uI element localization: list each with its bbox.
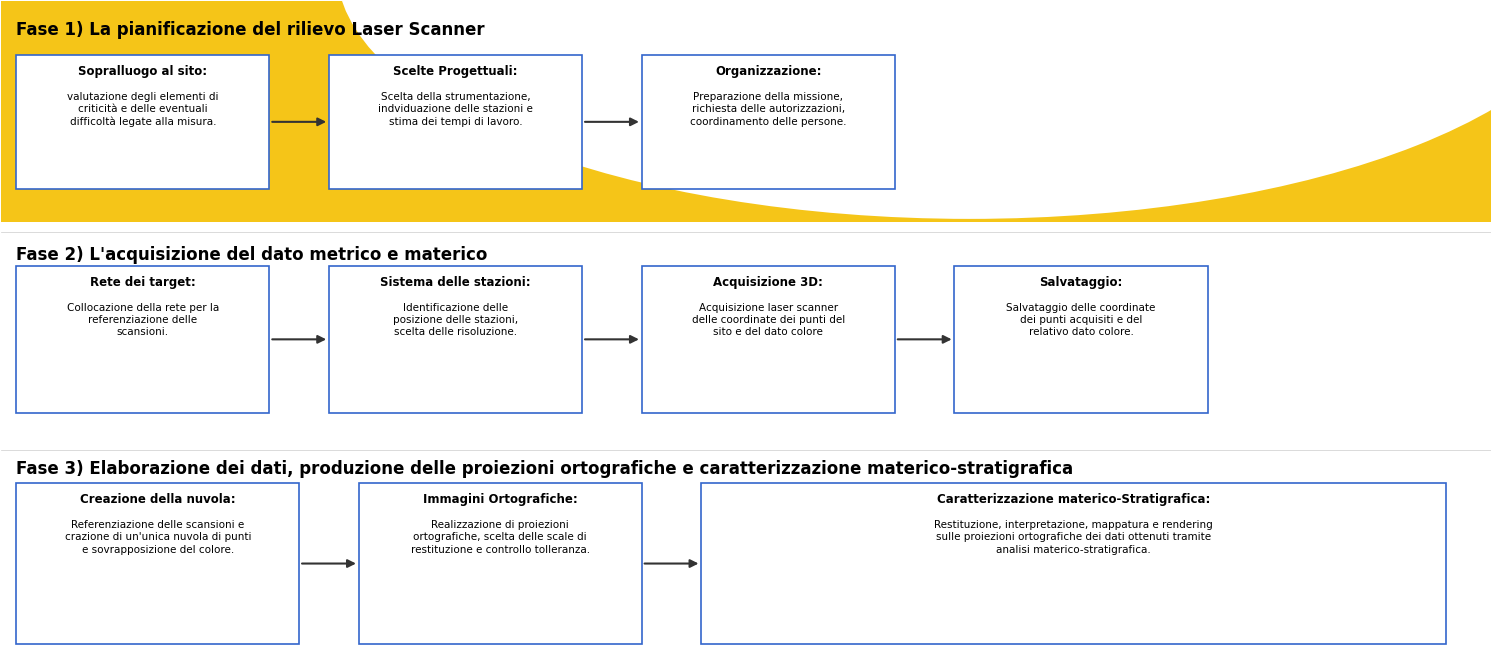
Text: Acquisizione 3D:: Acquisizione 3D:: [713, 276, 824, 289]
FancyBboxPatch shape: [330, 55, 582, 189]
Text: Restituzione, interpretazione, mappatura e rendering
sulle proiezioni ortografic: Restituzione, interpretazione, mappatura…: [934, 520, 1213, 555]
Text: Collocazione della rete per la
referenziazione delle
scansioni.: Collocazione della rete per la referenzi…: [67, 302, 219, 337]
FancyBboxPatch shape: [358, 483, 642, 644]
Text: Fase 2) L'acquisizione del dato metrico e materico: Fase 2) L'acquisizione del dato metrico …: [16, 246, 488, 263]
Text: Fase 3) Elaborazione dei dati, produzione delle proiezioni ortografiche e caratt: Fase 3) Elaborazione dei dati, produzion…: [16, 460, 1073, 478]
FancyBboxPatch shape: [330, 265, 582, 413]
Text: Caratterizzazione materico-Stratigrafica:: Caratterizzazione materico-Stratigrafica…: [937, 493, 1210, 506]
Text: Scelte Progettuali:: Scelte Progettuali:: [394, 65, 518, 78]
Text: Preparazione della missione,
richiesta delle autorizzazioni,
coordinamento delle: Preparazione della missione, richiesta d…: [691, 92, 846, 126]
Text: Referenziazione delle scansioni e
crazione di un'unica nuvola di punti
e sovrapp: Referenziazione delle scansioni e crazio…: [64, 520, 251, 555]
Text: Salvataggio delle coordinate
dei punti acquisiti e del
relativo dato colore.: Salvataggio delle coordinate dei punti a…: [1007, 302, 1156, 337]
FancyBboxPatch shape: [1, 1, 1491, 222]
FancyBboxPatch shape: [16, 483, 300, 644]
FancyBboxPatch shape: [16, 55, 270, 189]
Text: Sopralluogo al sito:: Sopralluogo al sito:: [78, 65, 207, 78]
FancyBboxPatch shape: [955, 265, 1207, 413]
Text: Acquisizione laser scanner
delle coordinate dei punti del
sito e del dato colore: Acquisizione laser scanner delle coordin…: [692, 302, 844, 337]
FancyBboxPatch shape: [642, 265, 895, 413]
Text: Immagini Ortografiche:: Immagini Ortografiche:: [422, 493, 577, 506]
FancyBboxPatch shape: [16, 265, 270, 413]
Text: Organizzazione:: Organizzazione:: [715, 65, 822, 78]
Text: Creazione della nuvola:: Creazione della nuvola:: [81, 493, 236, 506]
Text: Rete dei target:: Rete dei target:: [90, 276, 195, 289]
Ellipse shape: [337, 0, 1492, 219]
Text: Sistema delle stazioni:: Sistema delle stazioni:: [380, 276, 531, 289]
Text: Scelta della strumentazione,
indviduazione delle stazioni e
stima dei tempi di l: Scelta della strumentazione, indviduazio…: [377, 92, 533, 126]
FancyBboxPatch shape: [701, 483, 1446, 644]
Text: Fase 1) La pianificazione del rilievo Laser Scanner: Fase 1) La pianificazione del rilievo La…: [16, 22, 485, 40]
Text: Identificazione delle
posizione delle stazioni,
scelta delle risoluzione.: Identificazione delle posizione delle st…: [392, 302, 518, 337]
Text: valutazione degli elementi di
criticità e delle eventuali
difficoltà legate alla: valutazione degli elementi di criticità …: [67, 92, 219, 127]
FancyBboxPatch shape: [642, 55, 895, 189]
Text: Salvataggio:: Salvataggio:: [1040, 276, 1123, 289]
Text: Realizzazione di proiezioni
ortografiche, scelta delle scale di
restituzione e c: Realizzazione di proiezioni ortografiche…: [410, 520, 589, 555]
